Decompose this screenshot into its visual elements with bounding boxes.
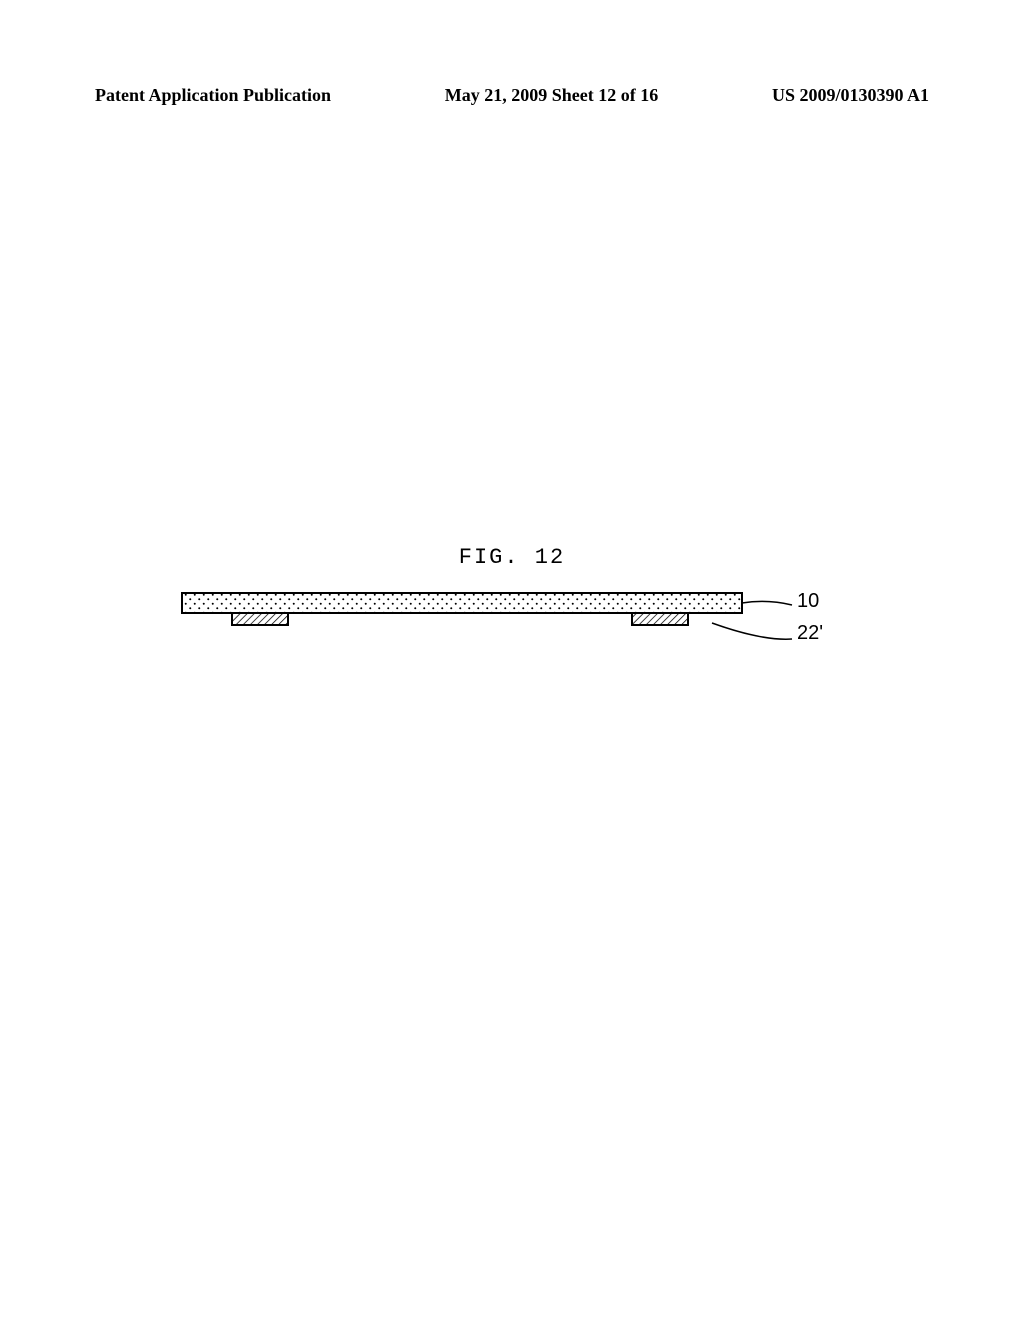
- ref-label-22prime: 22': [797, 622, 823, 645]
- page-header: Patent Application Publication May 21, 2…: [95, 85, 929, 106]
- figure-label: FIG. 12: [0, 545, 1024, 570]
- header-center: May 21, 2009 Sheet 12 of 16: [445, 85, 658, 106]
- ref-label-10: 10: [797, 590, 819, 613]
- header-right: US 2009/0130390 A1: [772, 85, 929, 106]
- header-left: Patent Application Publication: [95, 85, 331, 106]
- diagram-svg: [152, 588, 872, 658]
- patent-diagram: 10 22': [152, 588, 872, 658]
- figure-container: FIG. 12 10 22': [0, 545, 1024, 658]
